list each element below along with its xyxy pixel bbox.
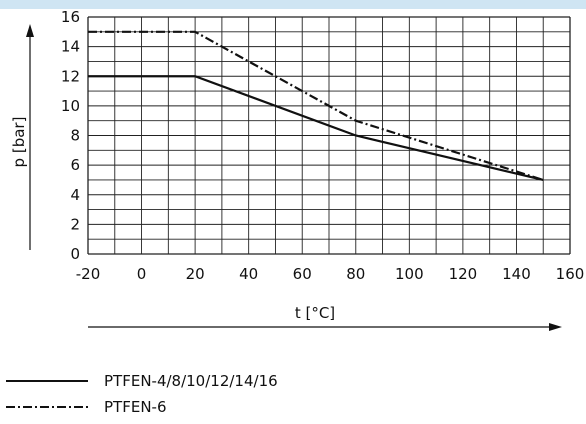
y-tick-label: 16 xyxy=(61,8,80,26)
header-band xyxy=(0,0,586,9)
x-tick-label: 20 xyxy=(186,265,205,283)
x-tick-label: 100 xyxy=(395,265,424,283)
legend-item-ptfen-6: PTFEN-6 xyxy=(6,398,167,416)
x-tick-label: 160 xyxy=(556,265,585,283)
y-tick-label: 10 xyxy=(61,97,80,115)
y-tick-label: 0 xyxy=(70,245,80,263)
x-tick-label: 140 xyxy=(502,265,531,283)
legend-label: PTFEN-6 xyxy=(104,398,167,416)
y-axis-label: p [bar] xyxy=(10,117,28,168)
x-tick-label: 0 xyxy=(137,265,147,283)
x-tick-label: 40 xyxy=(239,265,258,283)
grid xyxy=(87,16,571,255)
legend-label: PTFEN-4/8/10/12/14/16 xyxy=(104,372,278,390)
x-tick-labels: -20 0 20 40 60 80 100 120 140 160 xyxy=(76,265,585,283)
series-line-ptfen-4-16 xyxy=(88,75,544,182)
series-line-ptfen-6 xyxy=(88,30,544,181)
y-tick-labels: 0 2 4 6 8 10 12 14 16 xyxy=(61,8,80,263)
y-tick-label: 8 xyxy=(70,127,80,145)
y-tick-label: 4 xyxy=(70,186,80,204)
y-tick-label: 2 xyxy=(70,215,80,233)
x-axis-arrow xyxy=(88,323,562,331)
legend: PTFEN-4/8/10/12/14/16 PTFEN-6 xyxy=(6,372,278,416)
y-tick-label: 12 xyxy=(61,67,80,85)
y-axis-arrow xyxy=(26,24,34,250)
x-tick-label: 80 xyxy=(346,265,365,283)
y-tick-label: 6 xyxy=(70,156,80,174)
x-tick-label: 60 xyxy=(293,265,312,283)
x-axis-label: t [°C] xyxy=(295,304,335,322)
legend-item-ptfen-4-16: PTFEN-4/8/10/12/14/16 xyxy=(6,372,278,390)
x-tick-label: -20 xyxy=(76,265,101,283)
series-lines xyxy=(88,30,544,182)
x-tick-label: 120 xyxy=(449,265,478,283)
y-tick-label: 14 xyxy=(61,38,80,56)
